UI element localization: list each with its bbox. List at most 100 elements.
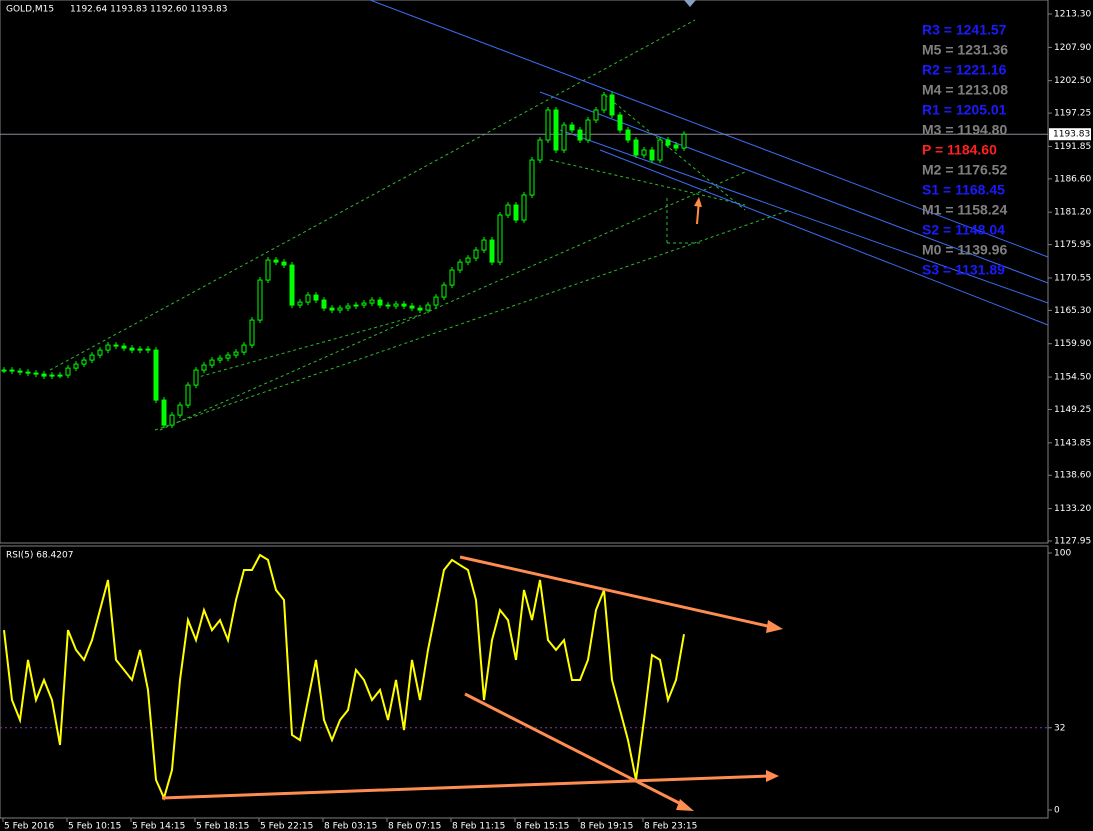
- candle: [585, 119, 591, 141]
- candle: [545, 109, 551, 141]
- trend-arrow: [464, 692, 686, 808]
- candle: [201, 364, 207, 371]
- rsi-trend-lines: [161, 555, 783, 811]
- candle: [193, 369, 199, 386]
- pivot-label: M4 = 1213.08: [922, 82, 1008, 98]
- price-label: 1181.20: [1054, 208, 1091, 218]
- candle: [329, 307, 335, 311]
- candle: [569, 124, 575, 131]
- candle: [457, 261, 463, 271]
- rsi-line: [3, 553, 685, 801]
- channel-line: [539, 91, 1049, 284]
- main-frame: [0, 0, 1049, 544]
- candle: [673, 144, 679, 149]
- price-label: 1186.60: [1054, 174, 1091, 184]
- scroll-marker: [684, 0, 696, 7]
- candle: [401, 303, 407, 307]
- candle: [345, 305, 351, 309]
- candle: [177, 404, 183, 416]
- candle: [145, 348, 151, 351]
- time-label: 5 Feb 10:15: [68, 822, 121, 831]
- pivot-label: M5 = 1231.36: [922, 42, 1008, 58]
- candle: [665, 139, 671, 146]
- time-label: 5 Feb 22:15: [260, 822, 313, 831]
- channel-line: [559, 129, 1049, 304]
- arrow-head: [676, 799, 694, 811]
- candle: [241, 344, 247, 353]
- candle: [1, 369, 7, 372]
- candle: [225, 354, 231, 359]
- candle: [361, 302, 367, 306]
- candle: [89, 354, 95, 361]
- candle: [297, 301, 303, 306]
- candle: [577, 129, 583, 141]
- candle: [25, 371, 31, 374]
- candle: [617, 114, 623, 131]
- candle: [561, 124, 567, 151]
- candle: [121, 345, 127, 349]
- current-price: 1193.83: [1053, 130, 1090, 140]
- candle: [129, 347, 135, 351]
- candle: [65, 367, 71, 376]
- candle: [529, 159, 535, 196]
- candle: [497, 214, 503, 263]
- candle: [169, 414, 175, 426]
- trend-line: [154, 209, 791, 431]
- rsi-axis-label: 0: [1054, 806, 1060, 816]
- candle: [81, 359, 87, 365]
- candle: [249, 319, 255, 346]
- candle: [465, 257, 471, 263]
- candle: [273, 259, 279, 263]
- symbol: GOLD,M15: [6, 5, 54, 15]
- candle: [185, 384, 191, 406]
- candle: [449, 269, 455, 286]
- price-label: 1133.20: [1054, 504, 1091, 514]
- ohlc: 1192.64 1193.83 1192.60 1193.83: [70, 5, 227, 15]
- candle: [41, 373, 47, 377]
- price-label: 1127.95: [1054, 537, 1091, 547]
- rsi-axis-label: 32: [1054, 723, 1065, 733]
- trend-line: [549, 159, 746, 206]
- candle: [409, 305, 415, 309]
- time-label: 5 Feb 18:15: [196, 822, 249, 831]
- time-label: 8 Feb 23:15: [644, 822, 697, 831]
- orange-arrow-head: [694, 197, 702, 207]
- candle: [441, 284, 447, 298]
- pivot-label: S1 = 1168.45: [922, 182, 1005, 198]
- candle: [681, 133, 687, 149]
- candle: [217, 357, 223, 361]
- time-label: 8 Feb 11:15: [452, 822, 505, 831]
- channel-line: [369, 0, 1049, 258]
- candle: [369, 299, 375, 304]
- candle: [657, 139, 663, 161]
- candle: [105, 344, 111, 351]
- pivot-label: M3 = 1194.80: [922, 122, 1007, 138]
- candle: [625, 129, 631, 141]
- candle: [601, 94, 607, 111]
- candle: [417, 307, 423, 311]
- candle: [257, 279, 263, 321]
- candle: [641, 149, 647, 156]
- candle: [153, 349, 159, 401]
- candle: [233, 351, 239, 356]
- trend-arrow: [459, 555, 773, 629]
- price-layer: [0, 92, 1048, 429]
- candle: [161, 399, 167, 426]
- price-label: 1213.30: [1054, 10, 1091, 20]
- candle: [337, 307, 343, 311]
- price-label: 1197.25: [1054, 109, 1091, 119]
- candle: [537, 139, 543, 161]
- price-label: 1170.55: [1054, 273, 1091, 283]
- candle: [97, 349, 103, 356]
- candle: [393, 303, 399, 307]
- time-label: 8 Feb 15:15: [516, 822, 569, 831]
- candle: [137, 348, 143, 351]
- time-label: 5 Feb 14:15: [132, 822, 185, 831]
- pivot-label: P = 1184.60: [922, 142, 997, 158]
- pivot-label: M1 = 1158.24: [922, 202, 1007, 218]
- candle: [593, 109, 599, 121]
- rsi-label: RSI(5) 68.4207: [6, 551, 73, 561]
- rsi-layer: [0, 553, 1048, 801]
- price-label: 1154.50: [1054, 373, 1091, 383]
- candle: [489, 239, 495, 263]
